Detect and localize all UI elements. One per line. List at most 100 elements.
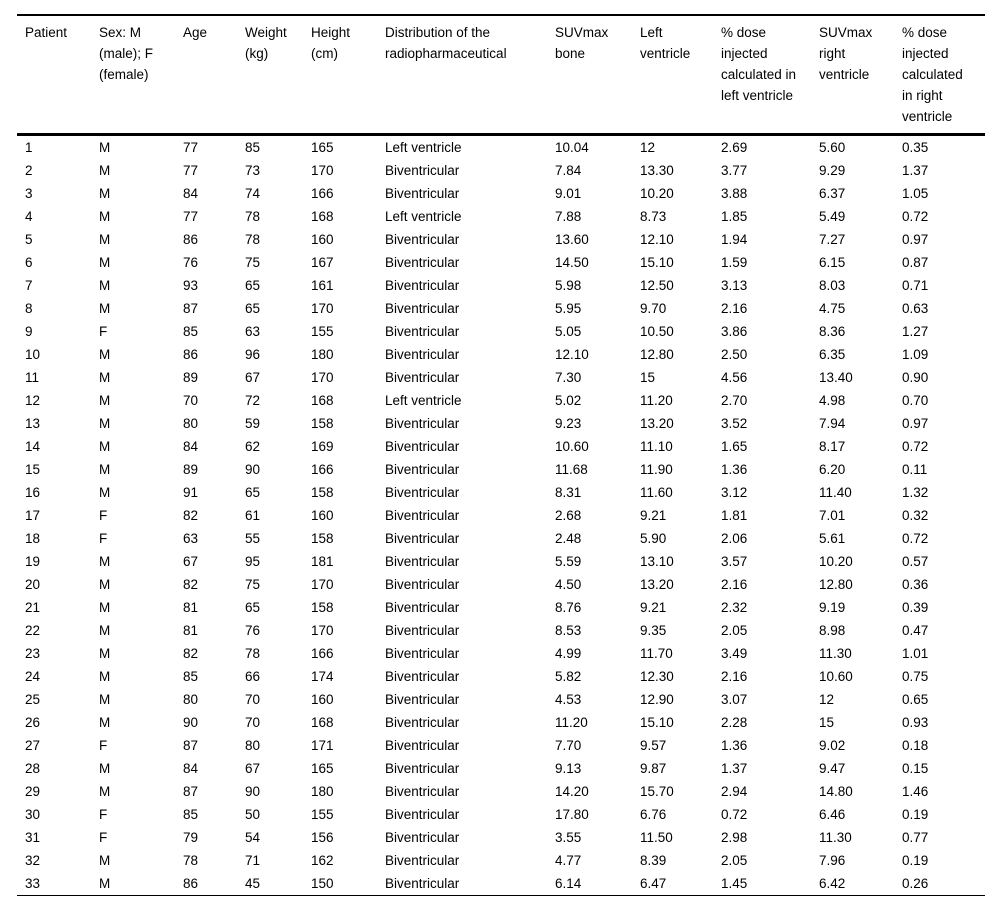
table-row: 16 M 91 65 158 Biventricular 8.31 11.60 3.12 11.4…: [17, 481, 985, 504]
table-cell: 76: [245, 623, 261, 638]
table-cell: 82: [183, 646, 199, 661]
table-cell: 170: [311, 577, 334, 592]
table-cell: 61: [245, 508, 261, 523]
table-cell: Biventricular: [385, 370, 460, 385]
table-cell: 1.94: [721, 232, 748, 247]
table-cell: 24: [25, 669, 41, 684]
table-cell: 12.30: [640, 669, 674, 684]
table-cell: 14.20: [555, 784, 589, 799]
table-cell: M: [99, 301, 111, 316]
table-cell: 17.80: [555, 807, 589, 822]
table-cell: 0.97: [902, 416, 929, 431]
column-header-3: Age: [183, 25, 208, 40]
table-cell: 67: [245, 370, 261, 385]
table-cell: 11.90: [640, 462, 673, 477]
table-cell: Biventricular: [385, 186, 460, 201]
table-cell: 8.17: [819, 439, 846, 454]
table-row: 17 F 82 61 160 Biventricular 2.68 9.21 1.81 7.01 0…: [17, 504, 985, 527]
table-cell: 7.70: [555, 738, 582, 753]
column-header-5: Height (cm): [311, 25, 351, 61]
table-cell: 17: [25, 508, 41, 523]
table-cell: 170: [311, 163, 334, 178]
table-cell: 7.30: [555, 370, 582, 385]
table-cell: 67: [245, 761, 261, 776]
table-row: 3 M 84 74 166 Biventricular 9.01 10.20 3.88 6.37 1…: [17, 182, 985, 205]
table-row: 32 M 78 71 162 Biventricular 4.77 8.39 2.05 7.96 0…: [17, 849, 985, 872]
table-cell: M: [99, 462, 111, 477]
table-cell: 166: [311, 462, 334, 477]
table-row: 14 M 84 62 169 Biventricular 10.60 11.10 1.65 8.1…: [17, 435, 985, 458]
table-cell: 12.10: [640, 232, 674, 247]
table-cell: 11.30: [819, 830, 852, 845]
table-cell: 78: [183, 853, 199, 868]
table-cell: 11.40: [819, 485, 852, 500]
table-row: 26 M 90 70 168 Biventricular 11.20 15.10 2.28 15 0…: [17, 711, 985, 734]
table-cell: M: [99, 646, 111, 661]
table-cell: M: [99, 876, 111, 891]
table-cell: 10.04: [555, 140, 589, 155]
table-cell: 80: [183, 692, 199, 707]
table-cell: 9.01: [555, 186, 582, 201]
table-cell: 86: [183, 876, 199, 891]
table-cell: 84: [183, 439, 199, 454]
table-row: 33 M 86 45 150 Biventricular 6.14 6.47 1.45 6.42 0…: [17, 872, 985, 896]
table-cell: F: [99, 508, 108, 523]
table-cell: 14: [25, 439, 41, 454]
table-cell: 7.96: [819, 853, 846, 868]
table-cell: 62: [245, 439, 261, 454]
table-cell: 8.36: [819, 324, 846, 339]
table-cell: 3.49: [721, 646, 748, 661]
table-cell: 5.60: [819, 140, 846, 155]
table-cell: 0.65: [902, 692, 929, 707]
table-cell: 77: [183, 140, 199, 155]
table-cell: 75: [245, 577, 261, 592]
table-cell: M: [99, 692, 111, 707]
table-cell: 66: [245, 669, 261, 684]
table-cell: M: [99, 278, 111, 293]
table-cell: 9: [25, 324, 33, 339]
table-body: 1 M 77 85 165 Left ventricle 10.04 12 2.69 5.60 0.…: [17, 135, 985, 896]
table-cell: 25: [25, 692, 41, 707]
table-cell: 0.72: [902, 531, 929, 546]
table-cell: 0.72: [902, 439, 929, 454]
table-cell: M: [99, 347, 111, 362]
table-cell: 10.60: [819, 669, 853, 684]
table-cell: Biventricular: [385, 255, 460, 270]
table-cell: 13.40: [819, 370, 853, 385]
table-cell: 10.20: [640, 186, 674, 201]
table-cell: 9.19: [819, 600, 846, 615]
table-cell: 158: [311, 531, 334, 546]
table-cell: 82: [183, 508, 199, 523]
table-cell: 4.98: [819, 393, 846, 408]
table-cell: 0.36: [902, 577, 929, 592]
table-cell: 0.57: [902, 554, 929, 569]
table-cell: 162: [311, 853, 334, 868]
table-cell: 15: [640, 370, 656, 385]
table-cell: 15.10: [640, 715, 674, 730]
table-cell: Biventricular: [385, 692, 460, 707]
table-cell: 86: [183, 232, 199, 247]
table-cell: 158: [311, 416, 334, 431]
table-cell: 168: [311, 209, 334, 224]
table-cell: 13.20: [640, 416, 674, 431]
table-cell: 4.50: [555, 577, 582, 592]
table-cell: 11.20: [640, 393, 673, 408]
table-row: 10 M 86 96 180 Biventricular 12.10 12.80 2.50 6.3…: [17, 343, 985, 366]
column-header-11: % dose injected calculated in right vent…: [902, 25, 963, 124]
table-cell: 11: [25, 370, 40, 385]
table-cell: 7.88: [555, 209, 582, 224]
table-cell: 1: [25, 140, 33, 155]
table-row: 21 M 81 65 158 Biventricular 8.76 9.21 2.32 9.19 0…: [17, 596, 985, 619]
table-cell: 55: [245, 531, 261, 546]
table-cell: 1.45: [721, 876, 748, 891]
table-cell: 79: [183, 830, 199, 845]
table-cell: 3.77: [721, 163, 748, 178]
table-cell: 7.94: [819, 416, 846, 431]
table-cell: 54: [245, 830, 261, 845]
table-cell: M: [99, 577, 111, 592]
table-cell: 1.85: [721, 209, 748, 224]
table-cell: 15.10: [640, 255, 674, 270]
table-cell: 6.35: [819, 347, 846, 362]
table-cell: 0.93: [902, 715, 929, 730]
column-header-6: Distribution of the radiopharmaceutical: [385, 25, 507, 61]
